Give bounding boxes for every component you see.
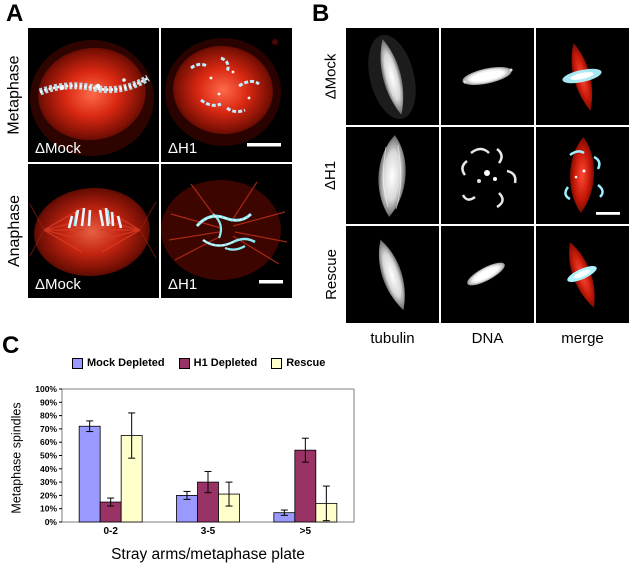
legend-label: Mock Depleted [87,357,165,369]
panel-a-row-label-anaphase: Anaphase [6,194,23,268]
micrograph-metaphase-h1: ΔH1 [161,28,292,162]
image-label: ΔMock [35,276,81,293]
image-label: ΔH1 [168,140,198,157]
panel-b-row-label-rescue: Rescue [322,249,340,300]
legend-swatch [72,357,83,369]
image-label: ΔH1 [168,276,198,293]
y-tick-label: 100% [35,386,57,394]
x-category-label: 0-2 [103,526,118,537]
x-axis-title: Stray arms/metaphase plate [111,546,305,563]
micrograph-mock-merge [536,28,629,125]
panel-c-letter: C [2,332,20,359]
scale-bar [247,143,281,147]
micrograph-h1-dna [441,127,534,224]
y-tick-label: 20% [40,490,57,500]
micrograph-anaphase-h1: ΔH1 [161,164,292,298]
y-tick-label: 70% [40,424,57,434]
chart-legend: Mock Depleted H1 Depleted Rescue [72,357,325,369]
micrograph-rescue-merge [536,226,629,323]
y-tick-label: 60% [40,437,57,447]
micrograph-h1-merge [536,127,629,224]
legend-label: H1 Depleted [193,357,258,369]
legend-item: H1 Depleted [178,357,258,369]
micrograph-mock-dna [441,28,534,125]
micrograph-rescue-tubulin [346,226,439,323]
y-tick-label: 50% [40,451,57,461]
micrograph-h1-tubulin [346,127,439,224]
panel-b-grid [346,28,629,323]
legend-item: Rescue [271,357,325,369]
panel-b-col-label-merge: merge [561,330,604,347]
micrograph-anaphase-mock: ΔMock [28,164,159,298]
panel-b-col-label-dna: DNA [471,330,504,347]
panel-a-grid: ΔMock ΔH1 ΔMock [28,28,292,298]
x-category-label: 3-5 [201,526,216,537]
x-category-label: >5 [300,526,312,537]
legend-swatch [271,357,283,369]
bar-chart: 0% 10% 20% 30% 40% 50% 60% 70% 80% 90% 100% 0-2 3-5 >… [35,386,355,537]
panel-b-row-label-mock: ΔMock [322,53,340,100]
y-tick-label: 80% [40,411,57,421]
panel-b-col-label-tubulin: tubulin [370,330,415,347]
legend-label: Rescue [286,357,326,369]
micrograph-mock-tubulin [346,28,439,125]
scale-bar [596,212,620,215]
y-tick-label: 90% [40,397,57,407]
image-label: ΔMock [35,140,81,157]
legend-item: Mock Depleted [72,357,165,369]
bar-mock-depleted [78,425,101,523]
panel-a-row-label-metaphase: Metaphase [6,55,24,135]
y-axis-title: Metaphase spindles [10,401,24,514]
scale-bar [259,280,283,284]
panel-a-letter: A [6,0,24,27]
panel-b-row-label-h1: ΔH1 [322,160,340,191]
y-tick-label: 30% [40,477,57,487]
legend-swatch [178,357,190,369]
y-tick-label: 10% [40,504,57,514]
panel-b-letter: B [312,0,330,27]
y-tick-label: 40% [40,464,57,474]
micrograph-rescue-dna [441,226,534,323]
y-tick-label: 0% [45,517,58,527]
micrograph-metaphase-mock: ΔMock [28,28,159,162]
